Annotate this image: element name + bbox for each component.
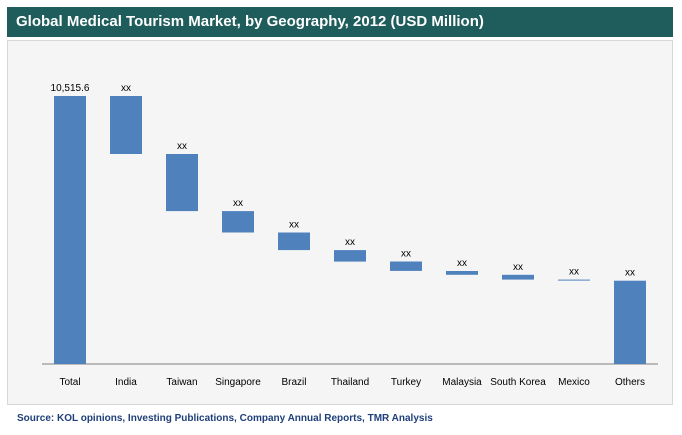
bar-malaysia xyxy=(446,271,478,275)
bar-taiwan xyxy=(166,154,198,212)
bar-others xyxy=(614,280,646,364)
category-label-others: Others xyxy=(615,377,645,388)
bar-total xyxy=(54,96,86,364)
data-label-india: xx xyxy=(121,83,131,94)
bar-brazil xyxy=(278,232,310,251)
category-label-taiwan: Taiwan xyxy=(166,377,197,388)
data-label-total: 10,515.6 xyxy=(51,83,90,94)
data-label-brazil: xx xyxy=(289,220,299,231)
category-label-south-korea: South Korea xyxy=(490,377,546,388)
bar-south-korea xyxy=(502,274,534,280)
bar-labels-group: 10,515.6 xx xx xx xx xx xx xx xx xx xx xyxy=(51,83,635,279)
bar-mexico xyxy=(558,279,590,281)
category-label-singapore: Singapore xyxy=(215,377,261,388)
data-label-singapore: xx xyxy=(233,198,243,209)
bars-group xyxy=(54,96,646,364)
category-label-brazil: Brazil xyxy=(281,377,306,388)
source-note: Source: KOL opinions, Investing Publicat… xyxy=(17,413,433,424)
category-label-mexico: Mexico xyxy=(558,377,590,388)
data-label-others: xx xyxy=(625,268,635,279)
category-labels-group: Total India Taiwan Singapore Brazil Thailand T… xyxy=(59,377,645,388)
category-label-thailand: Thailand xyxy=(331,377,369,388)
data-label-malaysia: xx xyxy=(457,258,467,269)
category-label-india: India xyxy=(115,377,137,388)
bar-india xyxy=(110,96,142,154)
bar-turkey xyxy=(390,261,422,271)
data-label-turkey: xx xyxy=(401,249,411,260)
category-label-malaysia: Malaysia xyxy=(442,377,482,388)
data-label-south-korea: xx xyxy=(513,262,523,273)
data-label-taiwan: xx xyxy=(177,141,187,152)
data-label-mexico: xx xyxy=(569,267,579,278)
data-label-thailand: xx xyxy=(345,237,355,248)
bar-singapore xyxy=(222,211,254,233)
category-label-turkey: Turkey xyxy=(391,377,421,388)
chart-title: Global Medical Tourism Market, by Geogra… xyxy=(7,7,673,37)
bar-thailand xyxy=(334,250,366,262)
category-label-total: Total xyxy=(59,377,80,388)
